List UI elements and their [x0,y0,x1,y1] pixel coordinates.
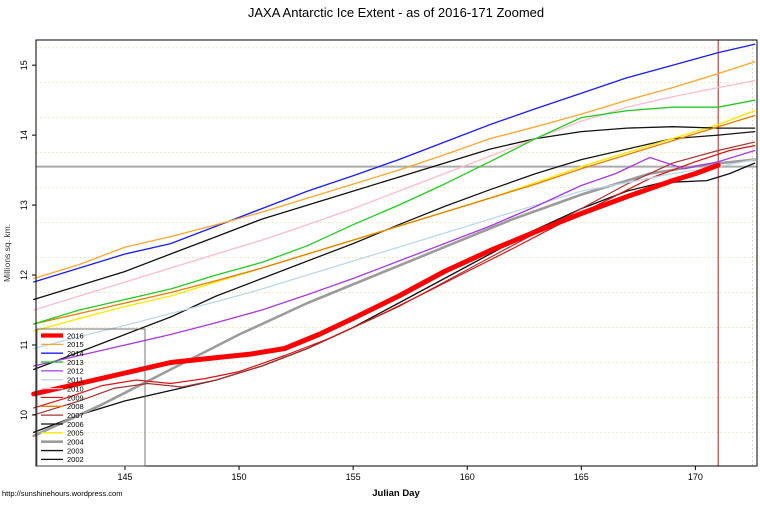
y-tick-label: 10 [19,410,29,420]
series-line-2014 [33,43,756,283]
legend-entry-2009: 2009 [41,393,84,402]
legend-label-2002: 2002 [67,455,84,464]
series-line-2011 [33,158,756,350]
legend-entry-2007: 2007 [41,411,84,420]
x-tick-label: 155 [346,472,361,482]
legend-label-2012: 2012 [67,367,84,376]
footer-url: http://sunshinehours.wordpress.com [2,489,122,498]
legend-label-2007: 2007 [67,411,84,420]
legend-entry-2011: 2011 [41,376,83,385]
legend-label-2003: 2003 [67,446,84,455]
y-axis-label: Millions sq. km. [2,224,12,282]
y-tick-label: 14 [19,130,29,140]
legend-entry-2012: 2012 [41,367,84,376]
legend-label-2006: 2006 [67,420,84,429]
legend-entry-2005: 2005 [41,429,84,438]
legend-label-2009: 2009 [67,393,84,402]
legend-entry-2013: 2013 [41,358,84,367]
legend: 2016201520142013201220112010200920082007… [36,328,146,467]
y-tick-label: 15 [19,60,29,70]
x-tick-label: 170 [688,472,703,482]
x-tick-label: 160 [460,472,475,482]
legend-label-2013: 2013 [67,358,84,367]
x-tick-label: 145 [117,472,132,482]
legend-box [36,328,146,467]
series-line-2015 [33,61,756,280]
y-tick-label: 12 [19,270,29,280]
legend-label-2010: 2010 [67,384,84,393]
series-lines [31,43,757,438]
series-line-2013 [33,99,756,325]
x-tick-label: 165 [574,472,589,482]
series-line-2016 [31,162,721,397]
legend-label-2004: 2004 [67,438,84,447]
axes: 145 150 155 160 165 170 10 11 12 13 14 15 [19,39,758,482]
reference-lines [36,40,757,466]
series-line-2003 [33,130,756,371]
gridlines [36,40,757,466]
chart-title: JAXA Antarctic Ice Extent - as of 2016-1… [248,5,544,20]
legend-label-2014: 2014 [67,349,84,358]
legend-label-2005: 2005 [67,429,84,438]
legend-entry-2015: 2015 [41,340,84,349]
legend-entry-2006: 2006 [41,420,84,429]
series-line-2012 [33,149,756,367]
series-line-2004 [32,158,757,438]
legend-entry-2002: 2002 [41,455,84,464]
x-tick-label: 150 [232,472,247,482]
series-line-2008 [33,114,756,325]
series-line-2007 [33,141,756,416]
y-tick-label: 11 [19,340,29,349]
series-line-2006 [33,126,756,301]
series-line-2010 [33,79,756,311]
plot-border [35,39,758,467]
legend-entry-2010: 2010 [41,384,84,393]
legend-label-2011: 2011 [67,376,83,385]
legend-label-2008: 2008 [67,402,84,411]
legend-entry-2003: 2003 [41,446,84,455]
legend-label-2015: 2015 [67,340,84,349]
legend-entry-2008: 2008 [41,402,84,411]
legend-entry-2014: 2014 [41,349,84,358]
legend-entry-2004: 2004 [41,438,84,447]
legend-label-2016: 2016 [67,331,84,340]
y-tick-label: 13 [19,200,29,210]
legend-entry-2016: 2016 [41,331,84,340]
x-axis-label: Julian Day [372,488,420,499]
